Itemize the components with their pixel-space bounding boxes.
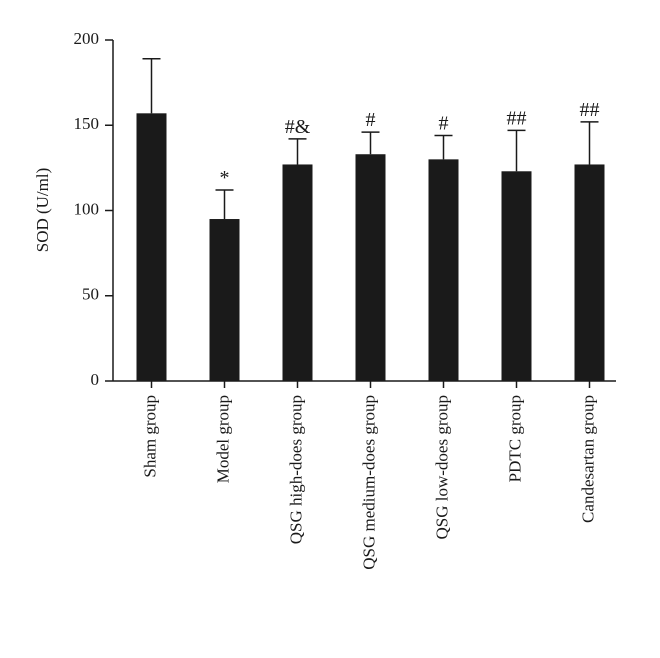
annotation: ## [507, 107, 527, 129]
x-tick-label: QSG medium-does group [359, 395, 378, 570]
y-tick-label: 50 [82, 285, 99, 304]
annotation: ## [580, 99, 600, 121]
annotation: # [366, 109, 376, 131]
y-tick-label: 100 [74, 199, 100, 218]
bar [501, 171, 532, 381]
x-tick-label: QSG low-does group [432, 395, 451, 540]
x-tick-label: Model group [213, 395, 232, 483]
x-tick-label: Sham group [140, 395, 159, 478]
bar [574, 164, 605, 381]
annotation: # [439, 112, 449, 134]
annotation: #& [285, 116, 311, 138]
annotation: * [220, 167, 230, 189]
x-tick-label: QSG high-does group [286, 395, 305, 544]
bar [428, 159, 459, 381]
bar [136, 113, 167, 381]
y-tick-label: 0 [91, 370, 100, 389]
bar [209, 219, 240, 381]
bar [282, 164, 313, 381]
x-tick-label: Candesartan group [578, 395, 597, 523]
y-tick-label: 150 [74, 114, 100, 133]
x-tick-label: PDTC group [505, 395, 524, 482]
bar [355, 154, 386, 381]
y-tick-label: 200 [74, 29, 100, 48]
y-axis-label: SOD (U/ml) [33, 168, 52, 253]
